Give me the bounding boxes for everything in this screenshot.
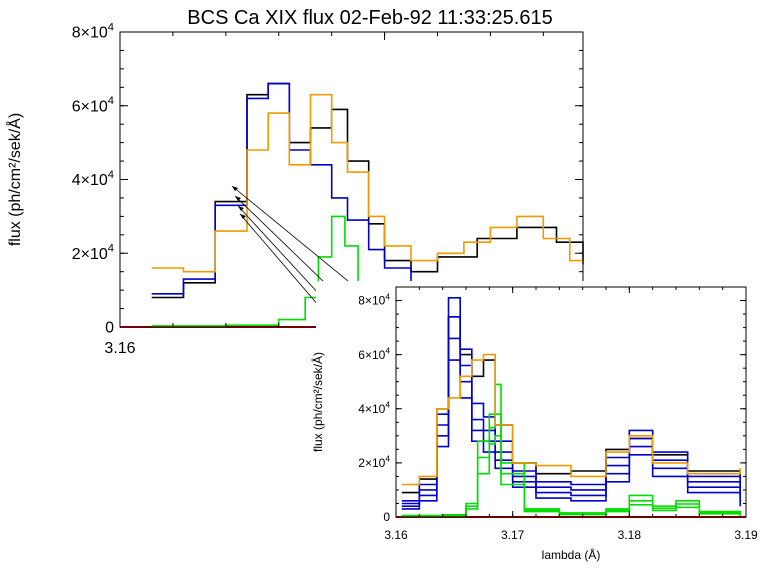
- main-series-1: [151, 82, 584, 299]
- main-y-tick-label: 4×104: [72, 169, 114, 189]
- inset-series-8: [401, 435, 741, 517]
- inset-x-tick-label: 3.19: [734, 528, 758, 542]
- inset-x-tick-label: 3.17: [501, 528, 525, 542]
- arrow-head: [238, 206, 244, 211]
- main-y-tick-label: 6×104: [72, 95, 114, 115]
- inset-x-tick-label: 3.18: [618, 528, 642, 542]
- inset-x-tick-label: 3.16: [384, 528, 408, 542]
- main-y-axis-label: flux (ph/cm²/sek/Å): [5, 113, 24, 246]
- arrow-head: [232, 186, 238, 191]
- inset-y-tick-label: 2×104: [358, 454, 390, 470]
- inset-background: [316, 281, 762, 569]
- inset-x-axis-label: lambda (Å): [542, 547, 601, 562]
- inset-frame: [395, 286, 747, 518]
- main-y-tick-label: 2×104: [72, 243, 114, 263]
- inset-y-tick-label: 4×104: [358, 400, 390, 416]
- main-x-tick-label: 3.16: [104, 340, 135, 357]
- main-y-tick-label: 0: [105, 320, 114, 337]
- inset-y-axis-label: flux (ph/cm²/sek/Å): [310, 352, 325, 452]
- arrow-head: [235, 196, 241, 201]
- chart-title: BCS Ca XIX flux 02-Feb-92 11:33:25.615: [187, 7, 552, 29]
- inset-y-tick-label: 8×104: [358, 291, 390, 307]
- arrow-head: [240, 214, 246, 219]
- inset-y-tick-label: 6×104: [358, 345, 390, 361]
- inset-series-9: [401, 353, 741, 486]
- inset-y-tick-label: 0: [383, 510, 390, 524]
- main-y-tick-label: 8×104: [72, 21, 114, 41]
- main-series-4: [151, 93, 584, 273]
- inset-panel: 0 2×104 4×104 6×104 8×104 3.16 3.17 3.18 3.19 flu…: [310, 281, 762, 569]
- main-series-2: [151, 82, 439, 295]
